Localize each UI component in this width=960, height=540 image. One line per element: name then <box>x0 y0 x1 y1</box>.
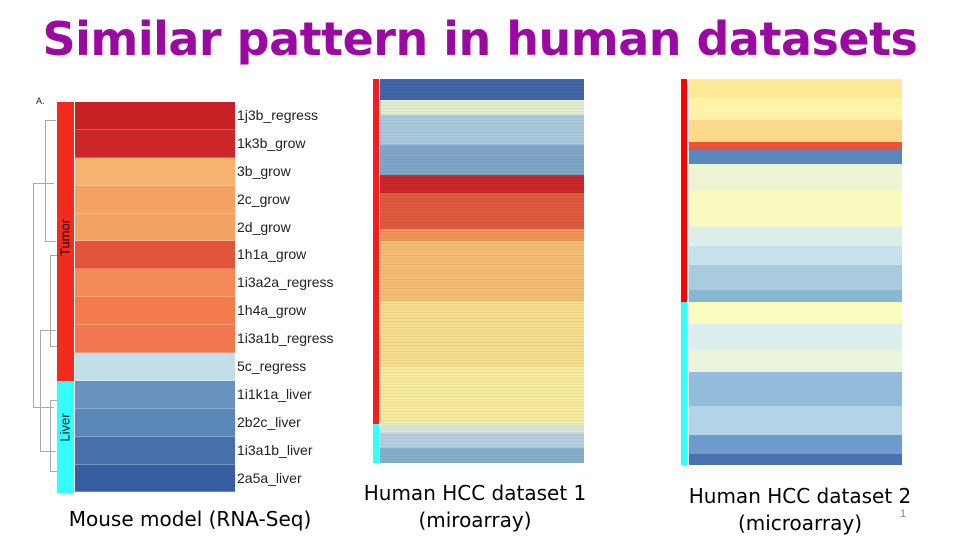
heatmap-cell <box>75 102 235 130</box>
group-label-tumor: Tumor <box>57 218 73 257</box>
heatmap-band <box>380 193 584 229</box>
caption-mouse: Mouse model (RNA-Seq) <box>40 506 340 533</box>
heatmap-band <box>380 424 584 433</box>
heatmap-band <box>689 405 902 436</box>
heatmap-cell <box>75 408 235 437</box>
heatmap-band <box>380 241 584 301</box>
heatmap-band <box>380 175 584 193</box>
caption-line: (microarray) <box>737 511 863 535</box>
caption-line: Human HCC dataset 2 <box>688 484 912 508</box>
heatmap-band <box>380 301 584 367</box>
heatmap-cell <box>75 213 235 242</box>
group-bar-liver <box>57 381 74 493</box>
group-bar-liver <box>681 301 687 465</box>
hcc1-heatmap <box>380 79 584 463</box>
row-label: 1i3a2a_regress <box>237 274 334 291</box>
heatmap-band <box>689 227 902 246</box>
heatmap-band <box>380 433 584 448</box>
hcc2-heatmap <box>689 79 902 465</box>
heatmap-band <box>689 323 902 350</box>
heatmap-band <box>689 119 902 143</box>
heatmap-cell <box>75 185 235 214</box>
heatmap-band <box>689 142 902 150</box>
heatmap-band <box>689 290 902 302</box>
heatmap-cell <box>75 464 235 493</box>
heatmap-band <box>380 145 584 175</box>
heatmap-band <box>689 372 902 406</box>
row-label: 1j3b_regress <box>237 107 318 123</box>
heatmap-band <box>689 97 902 120</box>
group-strip-hcc2 <box>681 79 687 465</box>
heatmap-band <box>380 79 584 100</box>
heatmap-cell <box>75 325 235 354</box>
heatmap-band <box>689 301 902 324</box>
mouse-heatmap <box>75 102 235 493</box>
heatmap-cell <box>75 129 235 158</box>
group-label-liver: Liver <box>57 413 73 442</box>
row-label: 1k3b_grow <box>237 134 306 151</box>
group-strip-mouse <box>57 102 74 493</box>
heatmap-cell <box>75 380 235 409</box>
row-label: 2c_grow <box>237 190 290 207</box>
caption-line: Human HCC dataset 1 <box>363 481 587 505</box>
panel-label: A. <box>36 96 45 106</box>
page-number: 1 <box>900 508 907 520</box>
heatmap-band <box>689 190 902 228</box>
row-label: 5c_regress <box>237 358 307 375</box>
row-label: 1h4a_grow <box>237 302 307 319</box>
row-label: 2d_grow <box>237 218 291 235</box>
row-label: 2b2c_liver <box>237 413 301 430</box>
heatmap-band <box>689 149 902 165</box>
heatmap-band <box>380 100 584 115</box>
heatmap-cell <box>75 353 235 381</box>
heatmap-cell <box>75 297 235 326</box>
group-bar-tumor <box>681 79 687 302</box>
heatmap-band <box>689 349 902 373</box>
heatmap-band <box>380 115 584 145</box>
slide-title: Similar pattern in human datasets <box>42 12 918 66</box>
group-bar-tumor <box>373 79 379 424</box>
heatmap-band <box>380 448 584 463</box>
row-label: 1i3a1b_regress <box>237 330 334 347</box>
heatmap-band <box>689 264 902 291</box>
row-label: 1i3a1b_liver <box>237 441 313 458</box>
row-label: 2a5a_liver <box>237 469 302 486</box>
group-bar-liver <box>373 424 379 463</box>
row-label: 3b_grow <box>237 162 291 179</box>
heatmap-band <box>380 367 584 424</box>
group-bar-tumor <box>57 102 74 381</box>
caption-hcc2: Human HCC dataset 2 (microarray) <box>665 483 935 537</box>
row-label: 1i1k1a_liver <box>237 385 312 402</box>
heatmap-cell <box>75 436 235 465</box>
heatmap-band <box>689 79 902 98</box>
heatmap-cell <box>75 241 235 270</box>
caption-hcc1: Human HCC dataset 1 (miroarray) <box>340 480 610 534</box>
heatmap-band <box>689 453 902 465</box>
heatmap-band <box>689 245 902 265</box>
mouse-row-labels: 1j3b_regress 1k3b_grow 3b_grow 2c_grow 2d_gr… <box>237 102 334 492</box>
row-label: 1h1a_grow <box>237 246 307 263</box>
heatmap-band <box>689 164 902 191</box>
heatmap-cell <box>75 269 235 298</box>
heatmap-band <box>380 229 584 241</box>
caption-line: Mouse model (RNA-Seq) <box>68 507 312 531</box>
caption-line: (miroarray) <box>418 508 532 532</box>
heatmap-cell <box>75 157 235 186</box>
group-strip-hcc1 <box>373 79 379 463</box>
heatmap-band <box>689 435 902 454</box>
